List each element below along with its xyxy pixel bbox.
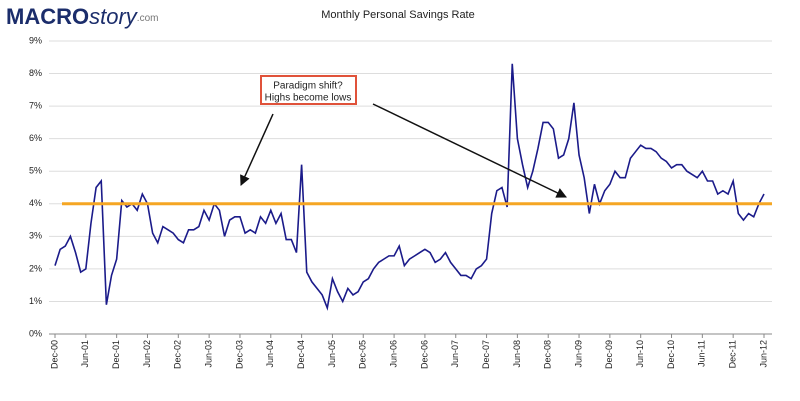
annotation-box — [260, 75, 357, 105]
x-tick-label: Dec-03 — [234, 340, 244, 369]
logo: MACROstory.com — [6, 4, 158, 29]
logo-accent: story — [89, 4, 139, 29]
x-tick-label: Jun-04 — [265, 340, 275, 368]
x-tick-label: Dec-04 — [296, 340, 306, 369]
y-tick-label: 7% — [29, 100, 42, 110]
y-tick-label: 6% — [29, 133, 42, 143]
logo-main: MACRO — [6, 4, 89, 29]
y-tick-label: 5% — [29, 166, 42, 176]
y-tick-label: 3% — [29, 231, 42, 241]
x-tick-label: Jun-10 — [635, 340, 645, 368]
x-tick-label: Dec-06 — [419, 340, 429, 369]
x-tick-label: Dec-07 — [481, 340, 491, 369]
x-tick-label: Dec-10 — [666, 340, 676, 369]
y-tick-label: 9% — [29, 35, 42, 45]
x-tick-label: Jun-05 — [327, 340, 337, 368]
x-tick-label: Jun-08 — [512, 340, 522, 368]
y-tick-label: 2% — [29, 263, 42, 273]
y-tick-label: 1% — [29, 296, 42, 306]
x-tick-label: Jun-06 — [388, 340, 398, 368]
x-tick-label: Jun-11 — [697, 340, 707, 367]
series-line — [54, 63, 765, 311]
x-tick-label: Jun-02 — [142, 340, 152, 368]
logo-suffix: .com — [137, 13, 159, 24]
x-tick-label: Dec-05 — [358, 340, 368, 369]
annotation: Highs become lows — [265, 93, 352, 104]
x-tick-label: Dec-02 — [173, 340, 183, 369]
x-tick-label: Dec-01 — [111, 340, 121, 369]
arrow — [240, 113, 274, 186]
x-tick-label: Dec-00 — [49, 340, 59, 369]
x-tick-label: Jun-01 — [80, 340, 90, 368]
y-tick-label: 0% — [29, 328, 42, 338]
y-tick-label: 4% — [29, 198, 42, 208]
y-tick-label: 8% — [29, 68, 42, 78]
x-tick-label: Jun-03 — [204, 340, 214, 368]
x-tick-label: Dec-11 — [728, 340, 738, 368]
x-tick-label: Dec-09 — [604, 340, 614, 369]
chart-title: Monthly Personal Savings Rate — [321, 9, 474, 21]
plot: 0% 1% 2% 3% 4% 5% 6% 7% 8% 9% Dec-00 Jun-01 Dec-01 Ju… — [29, 35, 772, 369]
x-tick-label: Jun-12 — [758, 340, 768, 368]
x-tick-label: Jun-07 — [450, 340, 460, 368]
x-tick-label: Jun-09 — [573, 340, 583, 368]
x-tick-label: Dec-08 — [543, 340, 553, 369]
arrow — [372, 103, 567, 198]
annotation: Paradigm shift? — [273, 81, 343, 92]
